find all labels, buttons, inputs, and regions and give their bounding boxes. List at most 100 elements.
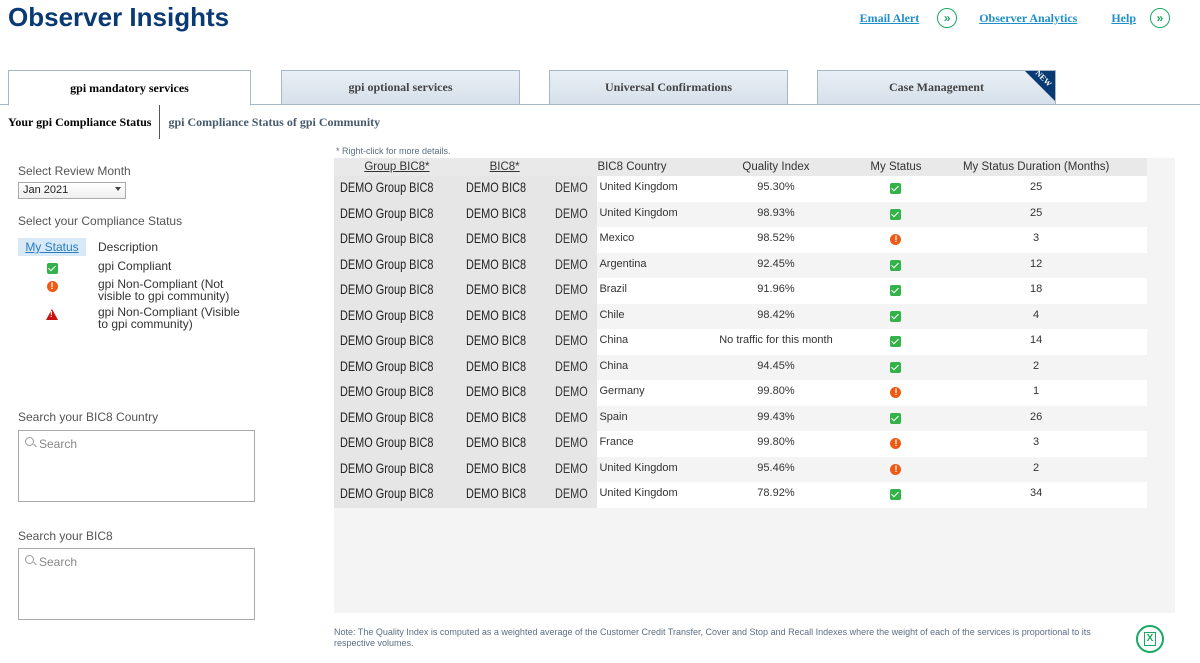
status-cell: ! xyxy=(866,227,926,253)
subtabs: Your gpi Compliance Status gpi Complianc… xyxy=(0,105,388,139)
group-bic8-link[interactable]: DEMO Group BIC8 xyxy=(334,252,460,278)
check-icon xyxy=(890,259,902,271)
table-row[interactable]: DEMO Group BIC8 DEMO BIC8 DEMO China No traf… xyxy=(334,329,1147,355)
duration-cell: 26 xyxy=(925,405,1147,431)
subtab-your-compliance-status[interactable]: Your gpi Compliance Status xyxy=(0,105,161,139)
group-bic8-link[interactable]: DEMO Group BIC8 xyxy=(334,354,460,380)
group-bic8-link[interactable]: DEMO Group BIC8 xyxy=(334,201,460,227)
check-icon xyxy=(890,183,902,194)
table-row[interactable]: DEMO Group BIC8 DEMO BIC8 DEMO Germany 99.80… xyxy=(334,380,1147,406)
group-bic8-link[interactable]: DEMO Group BIC8 xyxy=(334,303,460,329)
quality-index-cell: 95.46% xyxy=(685,456,867,482)
table-row[interactable]: DEMO Group BIC8 DEMO BIC8 DEMO United Kingd… xyxy=(334,482,1147,508)
bic8-code-cell: DEMO xyxy=(549,201,598,227)
right-click-hint: * Right-click for more details. xyxy=(336,146,451,156)
observer-analytics-link[interactable]: Observer Analytics xyxy=(979,10,1078,25)
duration-cell: 2 xyxy=(925,354,1147,380)
duration-cell: 14 xyxy=(925,329,1147,355)
country-cell: China xyxy=(597,329,686,355)
col-status-duration: My Status Duration (Months) xyxy=(925,158,1147,176)
group-bic8-link[interactable]: DEMO Group BIC8 xyxy=(334,278,460,304)
country-search-placeholder: Search xyxy=(39,437,78,451)
review-month-select[interactable]: Jan 2021 xyxy=(18,182,126,199)
bic8-link[interactable]: DEMO BIC8 xyxy=(459,380,550,406)
group-bic8-text: DEMO Group BIC8 xyxy=(340,204,434,221)
quality-index-cell: 94.45% xyxy=(685,354,867,380)
bic8-search-placeholder: Search xyxy=(39,555,78,569)
excel-export-icon[interactable]: X xyxy=(1136,625,1164,653)
group-bic8-link[interactable]: DEMO Group BIC8 xyxy=(334,380,460,406)
group-bic8-link[interactable]: DEMO Group BIC8 xyxy=(334,456,460,482)
bic8-link[interactable]: DEMO BIC8 xyxy=(459,303,550,329)
col-bic8-country: BIC8 Country xyxy=(597,158,686,176)
country-search-input[interactable]: Search xyxy=(18,430,255,502)
legend-row-noncompliant-visible[interactable]: gpi Non-Compliant (Visible to gpi commun… xyxy=(18,306,258,330)
help-link[interactable]: Help xyxy=(1111,10,1136,25)
quality-index-cell: 98.52% xyxy=(685,227,867,253)
table-row[interactable]: DEMO Group BIC8 DEMO BIC8 DEMO France 99.80%… xyxy=(334,431,1147,457)
tab-gpi-optional-services[interactable]: gpi optional services xyxy=(281,70,520,105)
bic8-text: DEMO BIC8 xyxy=(465,357,526,374)
legend-row-noncompliant-hidden[interactable]: ! gpi Non-Compliant (Not visible to gpi … xyxy=(18,278,258,302)
group-bic8-link[interactable]: DEMO Group BIC8 xyxy=(334,227,460,253)
legend-my-status-header[interactable]: My Status xyxy=(18,238,86,256)
group-bic8-link[interactable]: DEMO Group BIC8 xyxy=(334,405,460,431)
quality-index-cell: 99.43% xyxy=(685,405,867,431)
status-cell xyxy=(866,252,926,278)
duration-cell: 3 xyxy=(925,431,1147,457)
col-my-status: My Status xyxy=(866,158,926,176)
col-group-bic8[interactable]: Group BIC8* xyxy=(334,158,460,176)
check-icon xyxy=(890,310,902,322)
subtab-community-compliance-status[interactable]: gpi Compliance Status of gpi Community xyxy=(168,114,381,129)
country-cell: China xyxy=(597,354,686,380)
table-row[interactable]: DEMO Group BIC8 DEMO BIC8 DEMO Spain 99.43% 2… xyxy=(334,405,1147,431)
tab-gpi-mandatory-services[interactable]: gpi mandatory services xyxy=(8,70,251,106)
group-bic8-text: DEMO Group BIC8 xyxy=(340,383,434,399)
table-row[interactable]: DEMO Group BIC8 DEMO BIC8 DEMO United Kingd… xyxy=(334,176,1147,202)
bic8-link[interactable]: DEMO BIC8 xyxy=(459,278,550,304)
col-quality-index: Quality Index xyxy=(685,158,867,176)
table-row[interactable]: DEMO Group BIC8 DEMO BIC8 DEMO China 94.45% 2 xyxy=(334,354,1147,380)
group-bic8-link[interactable]: DEMO Group BIC8 xyxy=(334,482,460,508)
help-chevron-circle-icon[interactable]: » xyxy=(1150,8,1170,28)
group-bic8-link[interactable]: DEMO Group BIC8 xyxy=(334,176,460,202)
bic8-link[interactable]: DEMO BIC8 xyxy=(459,227,550,253)
table-row[interactable]: DEMO Group BIC8 DEMO BIC8 DEMO Brazil 91.96%… xyxy=(334,278,1147,304)
table-row[interactable]: DEMO Group BIC8 DEMO BIC8 DEMO United Kingd… xyxy=(334,201,1147,227)
group-bic8-link[interactable]: DEMO Group BIC8 xyxy=(334,329,460,355)
check-icon xyxy=(890,208,902,220)
bic8-link[interactable]: DEMO BIC8 xyxy=(459,354,550,380)
country-cell: France xyxy=(597,431,686,457)
bic8-text: DEMO BIC8 xyxy=(465,230,526,246)
bic8-link[interactable]: DEMO BIC8 xyxy=(459,431,550,457)
legend-text: gpi Non-Compliant (Visible to gpi commun… xyxy=(98,305,240,331)
bic8-text: DEMO BIC8 xyxy=(465,255,526,272)
bic8-text: DEMO BIC8 xyxy=(465,408,526,425)
bic8-link[interactable]: DEMO BIC8 xyxy=(459,201,550,227)
email-alert-link[interactable]: Email Alert xyxy=(859,10,920,25)
table-row[interactable]: DEMO Group BIC8 DEMO BIC8 DEMO Chile 98.42% 4 xyxy=(334,303,1147,329)
country-cell: Argentina xyxy=(597,252,686,278)
table-row[interactable]: DEMO Group BIC8 DEMO BIC8 DEMO United Kingd… xyxy=(334,456,1147,482)
tab-universal-confirmations[interactable]: Universal Confirmations xyxy=(549,70,788,105)
top-links: Email Alert » Observer Analytics Help » xyxy=(860,8,1170,28)
bic8-search-input[interactable]: Search xyxy=(18,548,255,620)
bic8-code-text: DEMO xyxy=(555,459,589,476)
table-row[interactable]: DEMO Group BIC8 DEMO BIC8 DEMO Argentina 92.… xyxy=(334,252,1147,278)
bic8-link[interactable]: DEMO BIC8 xyxy=(459,456,550,482)
warning-circle-icon: ! xyxy=(890,438,902,449)
bic8-link[interactable]: DEMO BIC8 xyxy=(459,252,550,278)
chevron-right-circle-icon[interactable]: » xyxy=(937,8,958,28)
bic8-link[interactable]: DEMO BIC8 xyxy=(459,405,550,431)
table-row[interactable]: DEMO Group BIC8 DEMO BIC8 DEMO Mexico 98.52%… xyxy=(334,227,1147,253)
status-cell: ! xyxy=(866,380,926,406)
bic8-link[interactable]: DEMO BIC8 xyxy=(459,176,550,202)
bic8-search-label: Search your BIC8 xyxy=(18,529,113,543)
col-bic8[interactable]: BIC8* xyxy=(459,158,550,176)
bic8-code-cell: DEMO xyxy=(549,227,598,253)
tab-case-management[interactable]: Case Management NEW xyxy=(817,69,1056,105)
legend-row-compliant[interactable]: gpi Compliant xyxy=(18,260,258,274)
group-bic8-link[interactable]: DEMO Group BIC8 xyxy=(334,431,460,457)
bic8-link[interactable]: DEMO BIC8 xyxy=(459,482,550,508)
bic8-link[interactable]: DEMO BIC8 xyxy=(459,329,550,355)
